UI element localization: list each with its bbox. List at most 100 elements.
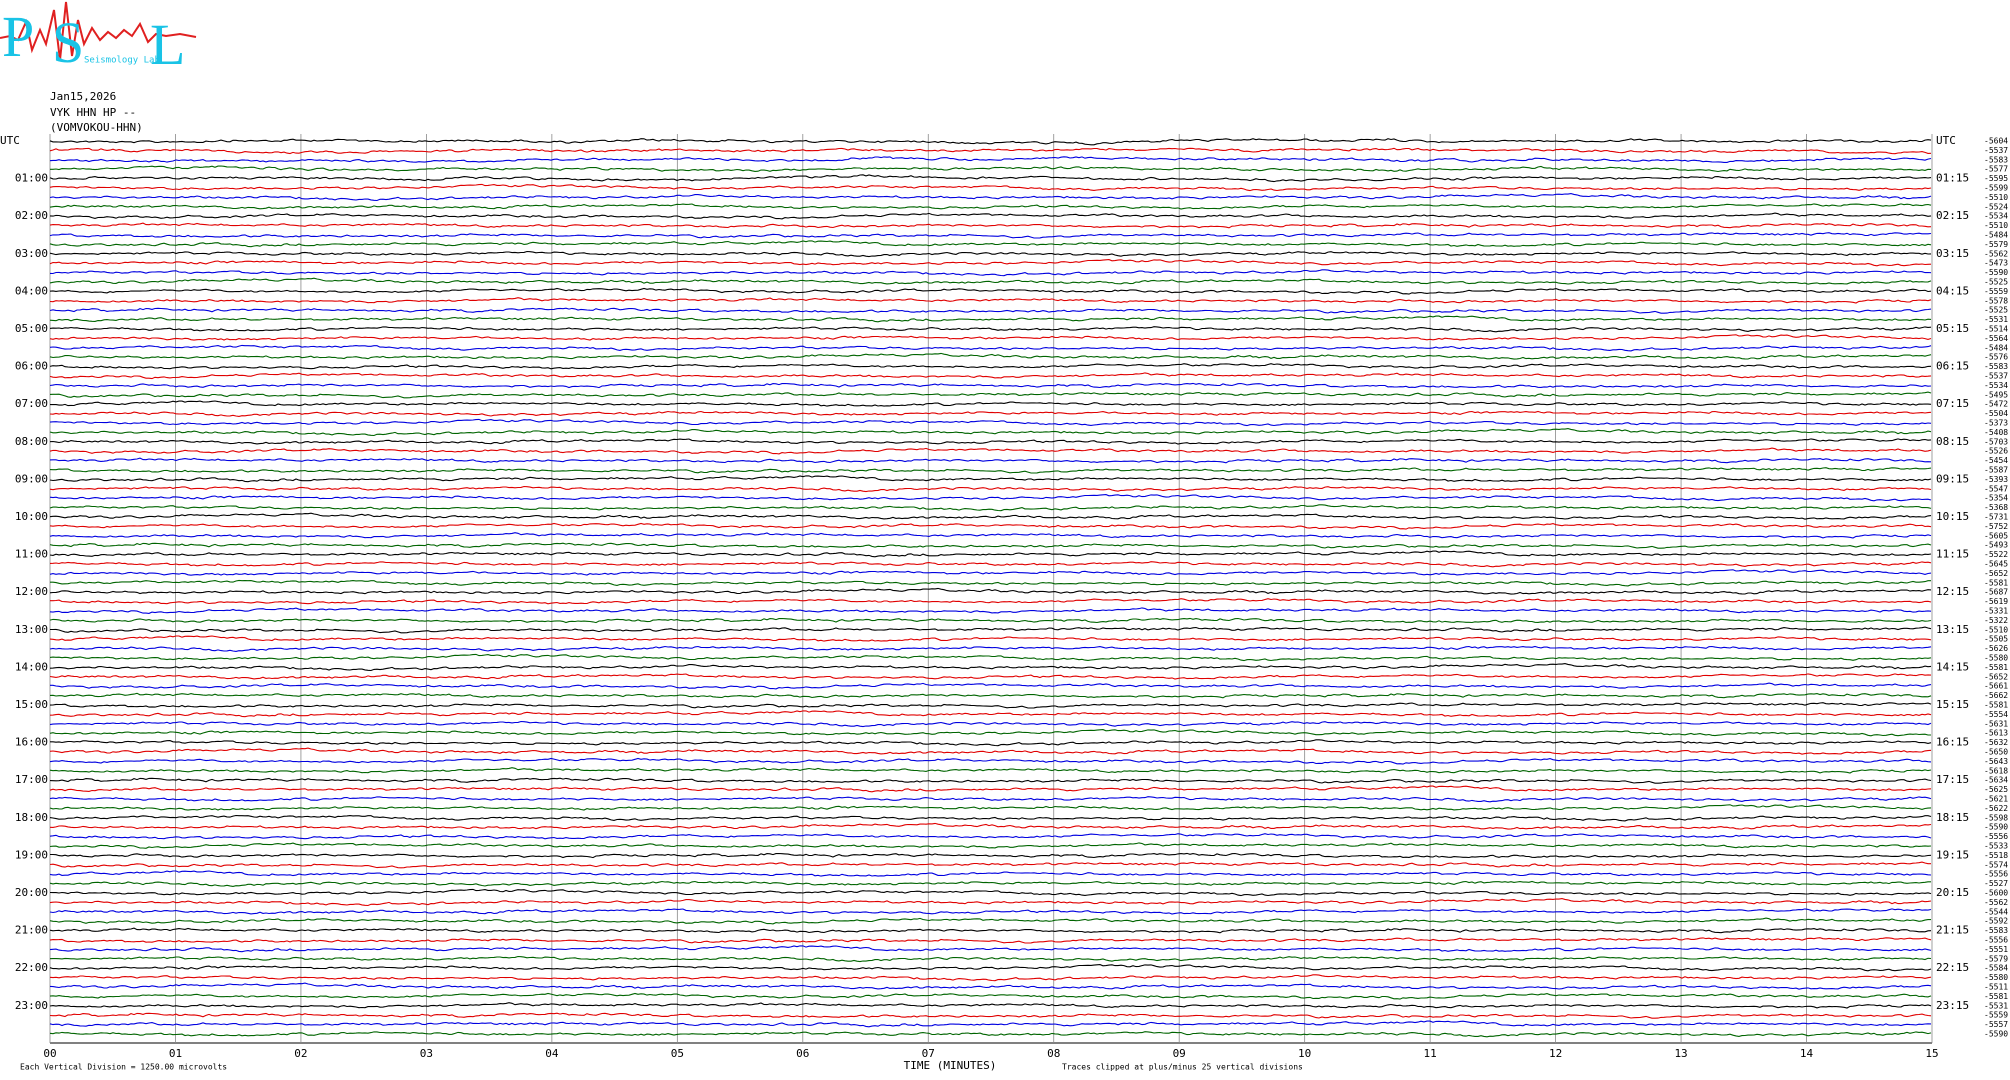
trace — [49, 391, 1932, 399]
hour-label: 22:15 — [1936, 961, 1969, 974]
trace — [49, 315, 1932, 323]
hour-label: 10:15 — [1936, 510, 1969, 523]
hour-label: 19:15 — [1936, 848, 1969, 861]
trace — [49, 156, 1932, 163]
trace-offset-label: -5605 — [1984, 531, 2008, 540]
logo-wave — [0, 1, 197, 61]
hour-label: 01:00 — [15, 172, 48, 185]
hour-label: 12:00 — [15, 585, 48, 598]
trace-offset-label: -5473 — [1984, 259, 2008, 268]
trace-offset-label: -5581 — [1984, 992, 2008, 1001]
trace-offset-label: -5632 — [1984, 738, 2008, 747]
trace-offset-label: -5472 — [1984, 400, 2008, 409]
trace-offset-label: -5525 — [1984, 306, 2008, 315]
trace — [49, 673, 1932, 680]
trace-offset-label: -5408 — [1984, 428, 2008, 437]
x-tick-label: 04 — [545, 1047, 559, 1060]
hour-label: 04:00 — [15, 284, 48, 297]
logo-letter: L — [150, 12, 185, 77]
trace — [50, 682, 1932, 690]
trace — [49, 561, 1932, 568]
trace-offset-label: -5534 — [1984, 381, 2008, 390]
trace — [49, 494, 1932, 502]
hour-label: UTC — [0, 134, 20, 147]
trace-offset-label: -5525 — [1984, 278, 2008, 287]
trace — [50, 165, 1932, 173]
x-tick-label: 06 — [796, 1047, 809, 1060]
trace — [49, 277, 1932, 285]
trace — [49, 692, 1932, 699]
trace — [49, 372, 1932, 380]
trace-offset-label: -5600 — [1984, 889, 2008, 898]
trace — [49, 287, 1932, 295]
trace-offset-label: -5484 — [1984, 343, 2008, 352]
trace-offset-label: -5583 — [1984, 362, 2008, 371]
hour-label: 03:15 — [1936, 247, 1969, 260]
trace — [49, 447, 1932, 455]
trace-offset-label: -5531 — [1984, 1001, 2008, 1010]
trace — [50, 626, 1932, 634]
trace — [49, 269, 1932, 277]
trace — [49, 635, 1932, 642]
trace — [49, 400, 1932, 407]
trace — [49, 785, 1932, 793]
trace — [49, 307, 1932, 314]
trace-offset-label: -5322 — [1984, 616, 2008, 625]
hour-label: 17:15 — [1936, 773, 1969, 786]
footnote: Each Vertical Division = 1250.00 microvo… — [20, 1063, 227, 1072]
trace-offset-label: -5514 — [1984, 325, 2008, 334]
trace — [49, 532, 1932, 539]
trace-offset-label: -5621 — [1984, 795, 2008, 804]
trace — [49, 645, 1932, 652]
trace-offset-label: -5559 — [1984, 287, 2008, 296]
trace-offset-label: -5537 — [1984, 146, 2008, 155]
trace — [49, 982, 1932, 990]
hour-label: 06:00 — [15, 360, 48, 373]
trace-offset-label: -5562 — [1984, 249, 2008, 258]
trace-offset-label: -5619 — [1984, 597, 2008, 606]
x-tick-label: 15 — [1925, 1047, 1938, 1060]
trace-offset-label: -5581 — [1984, 663, 2008, 672]
trace — [49, 138, 1932, 146]
trace — [49, 767, 1932, 774]
trace — [49, 964, 1932, 972]
hour-label: 13:00 — [15, 623, 48, 636]
hour-label: 12:15 — [1936, 585, 1969, 598]
trace — [49, 1020, 1932, 1028]
trace — [49, 720, 1932, 728]
hour-label: 05:15 — [1936, 322, 1969, 335]
trace-offset-label: -5703 — [1984, 437, 2008, 446]
logo-letter: P — [2, 4, 34, 69]
trace-offset-label: -5625 — [1984, 785, 2008, 794]
trace — [49, 382, 1932, 389]
trace-offset-label: -5522 — [1984, 550, 2008, 559]
trace — [49, 653, 1932, 662]
trace-offset-label: -5578 — [1984, 296, 2008, 305]
trace — [49, 203, 1932, 210]
trace — [49, 232, 1932, 239]
trace — [49, 467, 1932, 474]
trace — [50, 739, 1932, 747]
trace-offset-label: -5534 — [1984, 212, 2008, 221]
hour-label: 18:00 — [15, 811, 48, 824]
trace-offset-label: -5562 — [1984, 898, 2008, 907]
trace-offset-label: -5752 — [1984, 522, 2008, 531]
x-tick-label: 10 — [1298, 1047, 1311, 1060]
trace — [49, 833, 1932, 840]
trace — [49, 334, 1932, 341]
trace — [49, 937, 1932, 944]
trace — [49, 917, 1931, 925]
x-tick-label: 09 — [1173, 1047, 1186, 1060]
x-tick-label: 01 — [169, 1047, 182, 1060]
trace — [49, 702, 1932, 709]
trace-offset-label: -5579 — [1984, 240, 2008, 249]
trace — [49, 587, 1932, 595]
hour-label: 10:00 — [15, 510, 48, 523]
trace-offset-label: -5579 — [1984, 954, 2008, 963]
hour-label: 09:15 — [1936, 472, 1969, 485]
trace-offset-label: -5533 — [1984, 842, 2008, 851]
trace — [49, 363, 1932, 370]
trace — [49, 974, 1932, 982]
trace — [49, 457, 1932, 464]
trace-offset-label: -5510 — [1984, 625, 2008, 634]
